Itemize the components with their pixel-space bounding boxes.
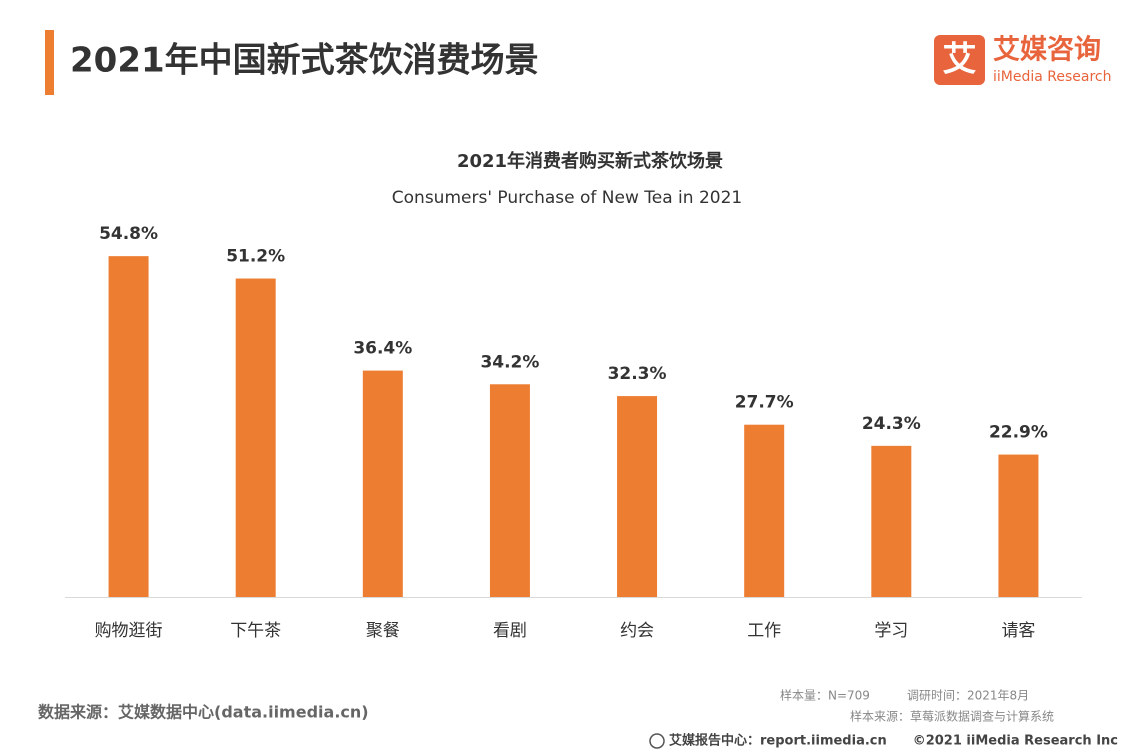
globe-icon [649, 733, 665, 749]
bar [489, 384, 530, 597]
sample-source: 样本来源：草莓派数据调查与计算系统 [850, 709, 1054, 724]
value-label: 34.2% [480, 352, 539, 372]
x-tick-label: 下午茶 [230, 621, 281, 641]
value-label: 22.9% [989, 423, 1048, 443]
copyright: ©2021 iiMedia Research Inc [913, 734, 1118, 749]
survey-time: 调研时间：2021年8月 [907, 689, 1029, 703]
logo-name: 艾媒咨询 [993, 34, 1101, 66]
value-label: 24.3% [862, 414, 921, 434]
value-label: 27.7% [735, 393, 794, 413]
x-tick-label: 工作 [747, 621, 781, 641]
bar [108, 256, 149, 597]
x-tick-label: 学习 [874, 621, 908, 641]
x-tick-label: 看剧 [493, 621, 527, 641]
x-tick-label: 约会 [620, 621, 654, 641]
logo-icon: 艾 [943, 40, 977, 80]
logo-box [934, 35, 985, 85]
chart-title: 2021年消费者购买新式茶饮场景 [457, 150, 723, 172]
source: 数据来源：艾媒数据中心(data.iimedia.cn) [38, 703, 369, 722]
value-label: 36.4% [353, 339, 412, 359]
bar [744, 424, 785, 597]
title-accent [45, 30, 54, 95]
chart-subtitle: Consumers' Purchase of New Tea in 2021 [392, 188, 742, 208]
logo-sub: iiMedia Research [993, 69, 1112, 85]
sample-size: 样本量：N=709 [780, 688, 870, 703]
value-label: 54.8% [99, 224, 158, 244]
bar [617, 396, 658, 597]
bar [362, 370, 403, 597]
value-label: 32.3% [608, 364, 667, 384]
x-tick-label: 聚餐 [366, 621, 400, 641]
report-center: 艾媒报告中心：report.iimedia.cn [669, 733, 887, 749]
bar [998, 454, 1039, 597]
x-tick-label: 购物逛街 [95, 621, 163, 641]
bar [235, 278, 276, 597]
x-tick-label: 请客 [1001, 621, 1035, 641]
bar [871, 445, 912, 597]
value-label: 51.2% [226, 247, 285, 267]
page-title: 2021年中国新式茶饮消费场景 [70, 41, 539, 81]
